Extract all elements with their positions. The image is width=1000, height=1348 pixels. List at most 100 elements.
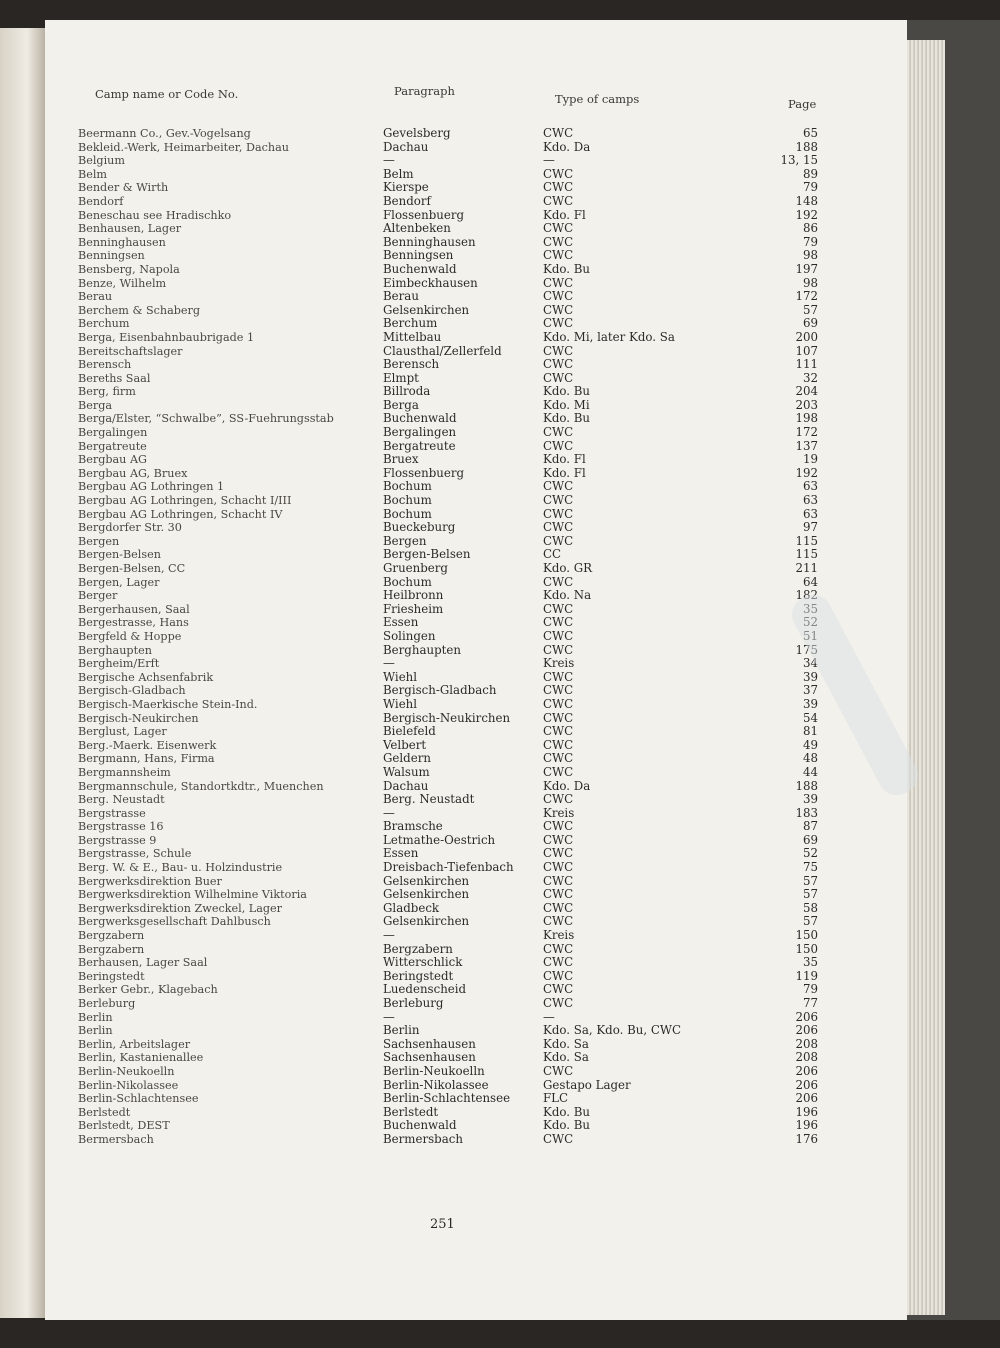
- table-row: Berlin-Schlachtensee Berlin-Schlachtensee…: [78, 1092, 818, 1106]
- table-row: Bereitschaftslager Clausthal/Zellerfeld CW…: [78, 343, 818, 359]
- page-ref: 13, 15: [780, 153, 818, 168]
- paragraph: Berlin-Neukoelln: [383, 1063, 485, 1078]
- camp-type: Kdo. Bu: [543, 411, 591, 426]
- table-row: Bergbau AG, Bruex Flossenbuerg Kdo. Fl 192: [78, 465, 818, 481]
- camp-type: CWC: [543, 506, 574, 521]
- header-paragraph: Paragraph: [394, 84, 455, 98]
- camp-type: Kdo. Sa: [543, 1050, 589, 1065]
- table-row: Berlin, Arbeitslager Sachsenhausen Kdo. Sa…: [78, 1037, 818, 1052]
- camp-name: Berghaupten: [78, 643, 152, 657]
- camp-type: Kdo. Fl: [543, 452, 586, 467]
- paragraph: Berau: [383, 289, 419, 304]
- page-ref: 98: [802, 275, 818, 290]
- paragraph: Wiehl: [383, 696, 418, 711]
- page-ref: 183: [795, 805, 818, 820]
- camp-name: Bermersbach: [78, 1132, 154, 1146]
- page-ref: 192: [795, 465, 818, 480]
- page-ref: 57: [802, 302, 818, 317]
- page-ref: 79: [802, 234, 818, 249]
- camp-name: Bergstrasse, Schule: [78, 847, 192, 861]
- page-ref: 206: [795, 1091, 818, 1106]
- paragraph: Geldern: [383, 751, 431, 766]
- table-row: Bergfeld & HoppeSolingenCWC51: [78, 629, 818, 644]
- page-ref: 19: [802, 452, 818, 467]
- camp-type: CWC: [543, 900, 574, 915]
- paragraph: Gruenberg: [383, 561, 448, 575]
- page-ref: 48: [802, 751, 818, 766]
- paragraph: Dreisbach-Tiefenbach: [383, 860, 514, 875]
- page-ref: 172: [795, 425, 818, 440]
- camp-name: Bergisch-Maerkische Stein-Ind.: [78, 697, 258, 711]
- table-row: Berga, Eisenbahnbaubrigade 1 Mittelbau Kdo…: [78, 329, 818, 345]
- paragraph: Buchenwald: [383, 411, 457, 426]
- table-row: Bergmannschule, Standortkdtr., Muenchen D…: [78, 778, 818, 794]
- camp-type: Kdo. Bu: [543, 384, 591, 399]
- camp-name: Beneschau see Hradischko: [78, 208, 232, 222]
- camp-type: CWC: [543, 764, 574, 779]
- camp-name: Berlin: [78, 1010, 113, 1024]
- table-row: Benninghausen Benninghausen CWC 79: [78, 234, 818, 250]
- camp-type: Kreis: [543, 928, 575, 943]
- paragraph: Berga: [383, 397, 419, 412]
- table-row: Berglust, Lager Bielefeld CWC 81: [78, 725, 818, 739]
- page-ref: 81: [802, 724, 818, 739]
- camp-name: Bergwerksdirektion Buer: [78, 874, 222, 888]
- paragraph: Bergisch-Gladbach: [383, 683, 497, 698]
- table-row: Belm Belm CWC 89: [78, 167, 818, 182]
- camp-name: Berlin-Nikolassee: [78, 1078, 179, 1092]
- paragraph: Bergen-Belsen: [383, 547, 471, 562]
- camp-type: CWC: [543, 357, 574, 372]
- camp-type: Kdo. Mi, later Kdo. Sa: [543, 329, 675, 344]
- camp-type: CWC: [543, 425, 574, 440]
- paragraph: Dachau: [383, 778, 429, 793]
- camp-type: —: [543, 153, 555, 168]
- camp-name: Bergbau AG Lothringen 1: [78, 480, 225, 494]
- camp-name: Berker Gebr., Klagebach: [78, 983, 218, 997]
- page-ref: 52: [802, 846, 818, 861]
- camp-name: Berger: [78, 589, 118, 603]
- page-ref: 150: [795, 928, 818, 943]
- camp-type: Kdo. GR: [543, 561, 593, 575]
- page-ref: 79: [802, 180, 818, 195]
- table-row: Bergzabern — Kreis 150: [78, 928, 818, 943]
- camp-name: Berlin, Arbeitslager: [78, 1037, 191, 1051]
- camp-type: CWC: [543, 302, 574, 317]
- table-row: Bereths Saal Elmpt CWC 32: [78, 371, 818, 386]
- page-ref: 39: [802, 696, 818, 711]
- table-row: Bergbau AG Lothringen, Schacht I/III Boch…: [78, 493, 818, 508]
- camp-name: Benhausen, Lager: [78, 222, 182, 236]
- paragraph: Bochum: [383, 506, 432, 521]
- paragraph: Benninghausen: [383, 234, 476, 249]
- page-ref: 86: [802, 221, 818, 236]
- paragraph: Gelsenkirchen: [383, 873, 470, 888]
- camp-name: Beermann Co., Gev.-Vogelsang: [78, 127, 251, 140]
- page-ref: 69: [802, 316, 818, 331]
- page-ref: 107: [795, 343, 818, 358]
- camp-type: CWC: [543, 873, 574, 888]
- camp-name: Bergische Achsenfabrik: [78, 670, 214, 684]
- paragraph: Luedenscheid: [383, 982, 467, 997]
- page-ref: 57: [802, 887, 818, 902]
- table-row: Bergbau AG Lothringen, Schacht IV Bochum C…: [78, 506, 818, 522]
- camp-name: Berglust, Lager: [78, 725, 167, 739]
- paragraph: Witterschlick: [383, 955, 463, 970]
- camp-type: CWC: [543, 438, 574, 453]
- table-row: Bergen Bergen CWC 115: [78, 533, 818, 549]
- table-row: Belgium — — 13, 15: [78, 154, 818, 168]
- camp-name: Bergstrasse 16: [78, 820, 164, 834]
- header-type: Type of camps: [555, 92, 640, 106]
- camp-index-table: Beermann Co., Gev.-Vogelsang Gevelsberg CW…: [78, 126, 818, 1147]
- table-row: Bermersbach Bermersbach CWC 176: [78, 1132, 818, 1147]
- camp-type: Kdo. Da: [543, 139, 591, 154]
- camp-type: CWC: [543, 615, 574, 630]
- camp-name: Bergalingen: [78, 426, 148, 440]
- page-ref: 208: [795, 1050, 818, 1065]
- table-row: Beermann Co., Gev.-Vogelsang Gevelsberg CW…: [78, 126, 818, 141]
- table-row: Bergstrasse, Schule Essen CWC 52: [78, 847, 818, 861]
- camp-type: CWC: [543, 968, 574, 983]
- paragraph: Beringstedt: [383, 968, 454, 983]
- paragraph: Bergen: [383, 533, 427, 548]
- camp-type: CWC: [543, 126, 574, 140]
- page-ref: 58: [802, 900, 818, 915]
- paragraph: Berghaupten: [383, 642, 461, 657]
